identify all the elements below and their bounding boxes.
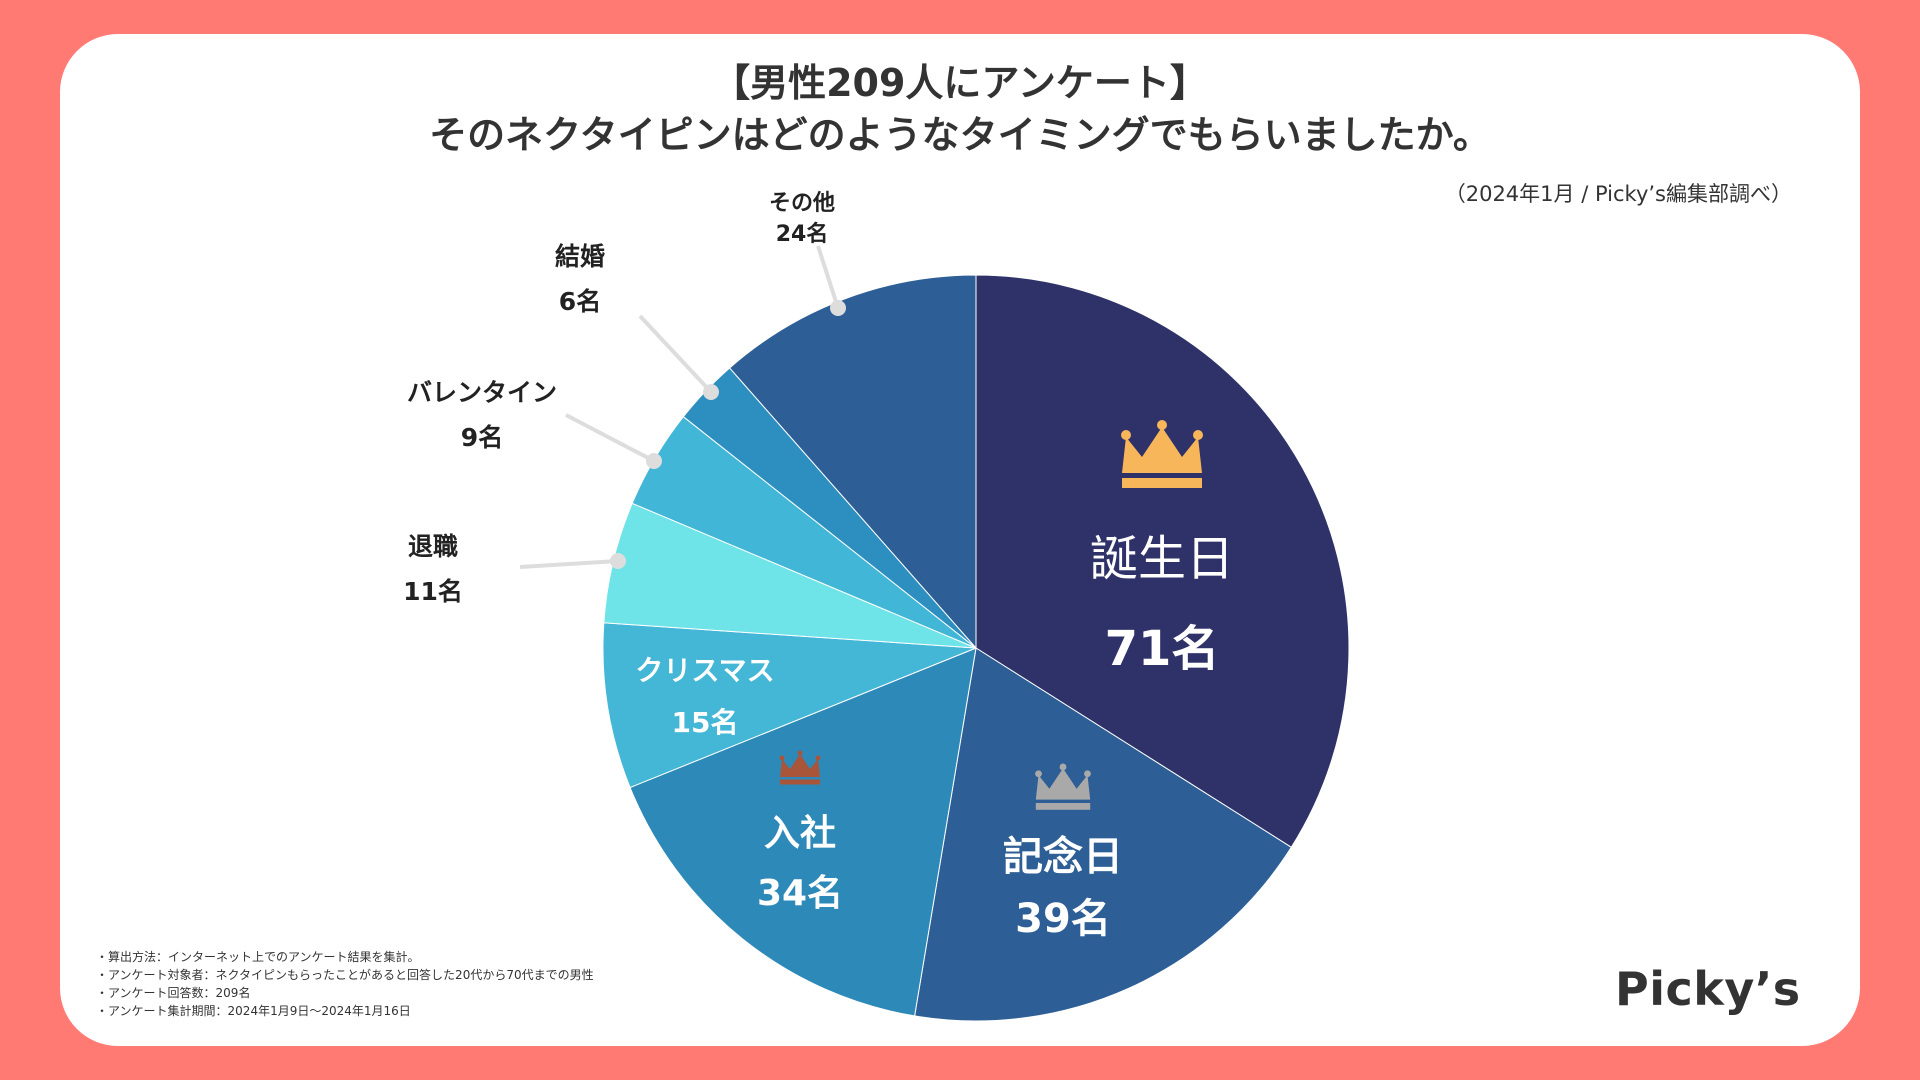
- slice-value-joining: 34名: [757, 873, 843, 914]
- slice-value-christmas: 15名: [672, 706, 739, 739]
- slice-value-birthday: 71名: [1105, 621, 1220, 677]
- pie-slice-3: [602, 622, 977, 789]
- note-period: アンケート集計期間：2024年1月9日〜2024年1月16日: [96, 1002, 594, 1020]
- note-method: 算出方法：インターネット上でのアンケート結果を集計。: [96, 948, 594, 966]
- leader-dot-other: [830, 300, 846, 316]
- chart-title-line1: 【男性209人にアンケート】: [712, 61, 1208, 105]
- source-note: （2024年1月 / Picky’s編集部調べ）: [1444, 182, 1792, 206]
- leader-line-other: [816, 245, 840, 309]
- pie-slice-1: [914, 647, 1292, 1022]
- slice-label-anniversary: 記念日: [1003, 834, 1123, 880]
- slice-label-birthday: 誕生日: [1090, 531, 1234, 587]
- slice-label-wedding: 結婚: [555, 242, 605, 271]
- chart-title-line2: そのネクタイピンはどのようなタイミングでもらいましたか。: [429, 113, 1491, 157]
- slice-label-retirement: 退職: [408, 532, 458, 561]
- slice-value-other: 24名: [776, 221, 829, 247]
- pie-slice-0: [975, 274, 1350, 848]
- slice-label-christmas: クリスマス: [635, 654, 774, 687]
- leader-dot-valentine: [646, 453, 662, 469]
- gold-crown-icon: [1121, 420, 1203, 488]
- note-target: アンケート対象者：ネクタイピンもらったことがあると回答した20代から70代までの…: [96, 966, 594, 984]
- leader-dot-wedding: [703, 384, 719, 400]
- pie-slice-7: [728, 274, 977, 650]
- slice-value-retirement: 11名: [403, 577, 463, 606]
- slice-label-valentine: バレンタイン: [407, 378, 557, 407]
- slice-value-valentine: 9名: [461, 423, 503, 452]
- pie-slice-2: [629, 647, 977, 1017]
- leader-dot-retirement: [610, 553, 626, 569]
- slice-label-joining: 入社: [764, 813, 836, 854]
- slice-label-other: その他: [769, 191, 835, 216]
- survey-notes: 算出方法：インターネット上でのアンケート結果を集計。 アンケート対象者：ネクタイ…: [96, 948, 594, 1020]
- leader-line-valentine: [565, 413, 655, 463]
- pie-slices: [602, 274, 1350, 1022]
- leader-line-retirement: [519, 559, 619, 569]
- picky-logo: Picky’s: [1615, 962, 1801, 1016]
- bronze-crown-icon: [779, 750, 821, 785]
- pie-labels: 誕生日 71名 記念日 39名 入社 34名 クリスマス 15名 退職 11名 …: [403, 191, 1234, 942]
- leader-line-wedding: [638, 314, 713, 394]
- slice-value-wedding: 6名: [559, 287, 601, 316]
- slice-value-anniversary: 39名: [1015, 896, 1111, 942]
- note-count: アンケート回答数：209名: [96, 984, 594, 1002]
- silver-crown-icon: [1035, 763, 1091, 810]
